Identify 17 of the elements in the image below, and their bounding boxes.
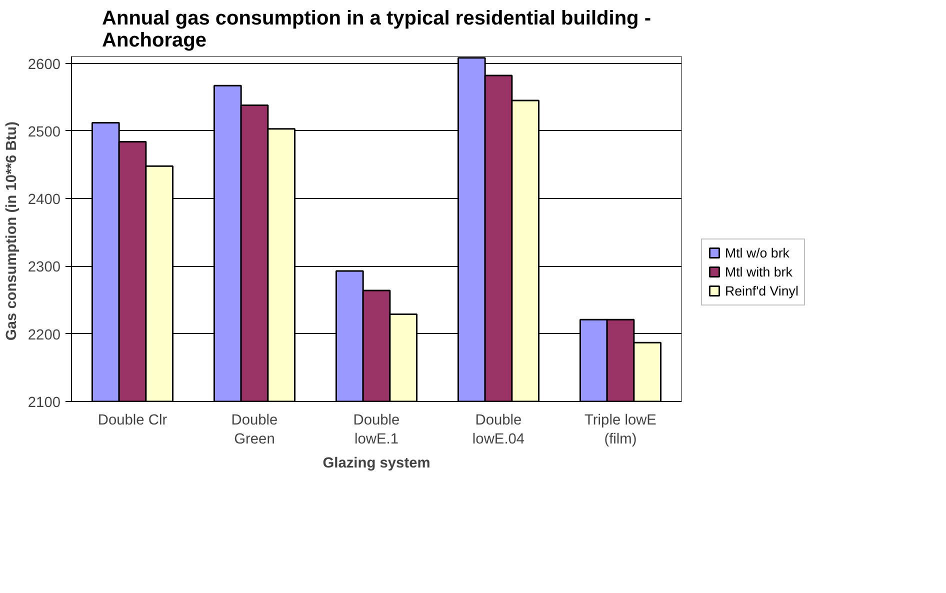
x-axis-title: Glazing system (322, 456, 430, 472)
y-tick-label: 2200 (28, 327, 61, 344)
legend-label: Reinf'd Vinyl (725, 283, 798, 298)
y-tick-label: 2400 (28, 192, 61, 208)
x-tick-label: Double lowE.04 (472, 412, 525, 448)
y-tick-label: 2100 (28, 395, 61, 411)
y-tick-label: 2300 (28, 260, 61, 276)
x-tick-label: Double Clr (98, 412, 168, 428)
legend-label: Mtl w/o brk (725, 245, 790, 260)
chart-title: Annual gas consumption in a typical residential building - Anchorage (102, 8, 651, 52)
y-tick-label: 2600 (28, 56, 61, 73)
x-tick-label: Double Green (231, 412, 278, 448)
legend-label: Mtl with brk (725, 264, 792, 279)
x-tick-label: Triple lowE (film) (584, 412, 657, 448)
y-tick-label: 2500 (28, 124, 61, 140)
x-tick-label: Double lowE.1 (353, 412, 400, 448)
y-axis-title: Gas consumption (in 10**6 Btu) (4, 121, 20, 341)
